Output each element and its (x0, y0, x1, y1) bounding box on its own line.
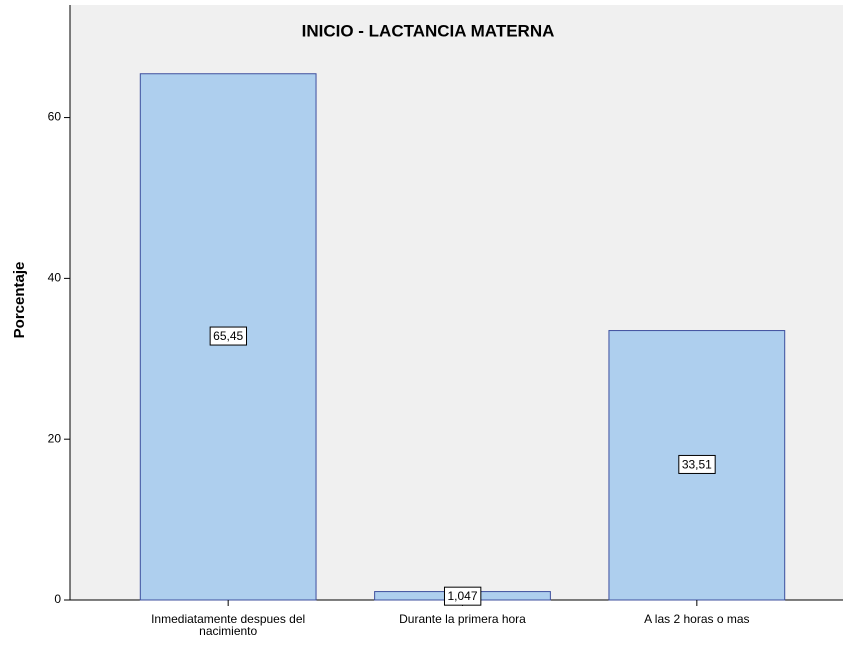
bar (139, 73, 317, 601)
y-tick-label: 60 (48, 110, 62, 124)
value-label: 65,45 (213, 329, 243, 343)
y-tick-label: 40 (48, 271, 62, 285)
value-label: 1,047 (447, 589, 477, 603)
x-tick-label: Durante la primera hora (399, 612, 526, 626)
value-label: 33,51 (682, 457, 712, 471)
y-axis-title: Porcentaje (11, 262, 28, 339)
value-label-box (443, 586, 482, 606)
x-tick-label: A las 2 horas o mas (644, 612, 750, 626)
chart-title: INICIO - LACTANCIA MATERNA (302, 21, 555, 40)
y-tick-label: 20 (48, 431, 62, 445)
x-tick-label: Inmediatamente despues del nacimiento (151, 612, 306, 638)
value-label-box (209, 326, 248, 346)
y-tick-label: 0 (54, 592, 61, 606)
value-label-box (678, 454, 716, 474)
